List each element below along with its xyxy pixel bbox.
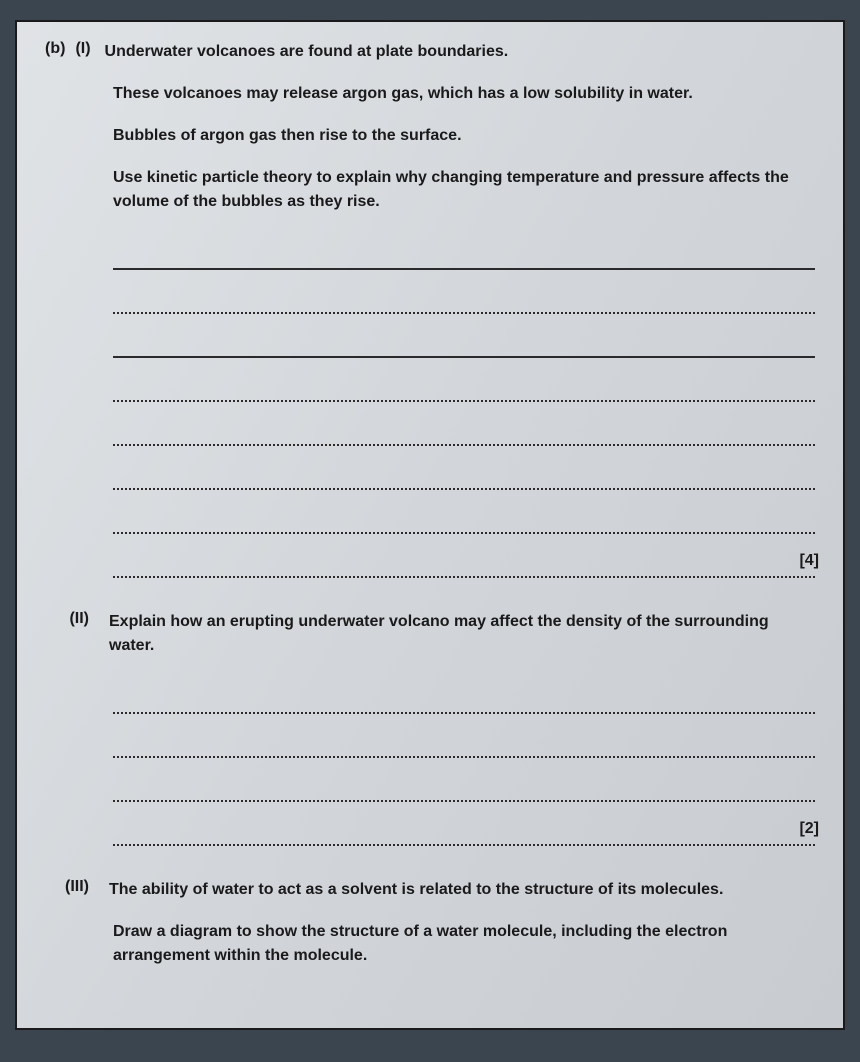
part-header-row: (b) (I) Underwater volcanoes are found a… bbox=[45, 40, 815, 64]
subpart-i-label: (I) bbox=[75, 40, 90, 58]
answer-line bbox=[113, 326, 815, 358]
exam-page: (b) (I) Underwater volcanoes are found a… bbox=[15, 20, 845, 1030]
question-b-ii: (II) Explain how an erupting underwater … bbox=[45, 610, 815, 846]
answer-line-with-marks: [4] bbox=[113, 546, 815, 578]
question-bi-line2: These volcanoes may release argon gas, w… bbox=[113, 82, 815, 106]
question-bii-text: Explain how an erupting underwater volca… bbox=[109, 610, 815, 658]
question-bi-line3: Bubbles of argon gas then rise to the su… bbox=[113, 124, 815, 148]
answer-line bbox=[113, 238, 815, 270]
question-bi-line1: Underwater volcanoes are found at plate … bbox=[105, 40, 815, 64]
question-biii-line1: The ability of water to act as a solvent… bbox=[109, 878, 815, 902]
question-b-iii: (III) The ability of water to act as a s… bbox=[45, 878, 815, 968]
subpart-iii-row: (III) The ability of water to act as a s… bbox=[45, 878, 815, 902]
marks-bii: [2] bbox=[799, 820, 819, 838]
part-b-label: (b) bbox=[45, 40, 65, 58]
answer-line bbox=[113, 458, 815, 490]
answer-line bbox=[113, 414, 815, 446]
answer-line bbox=[113, 282, 815, 314]
question-b-i: (b) (I) Underwater volcanoes are found a… bbox=[45, 40, 815, 578]
question-bi-line4: Use kinetic particle theory to explain w… bbox=[113, 166, 815, 214]
subpart-ii-row: (II) Explain how an erupting underwater … bbox=[45, 610, 815, 658]
answer-line-with-marks: [2] bbox=[113, 814, 815, 846]
answer-area-bii: [2] bbox=[113, 682, 815, 846]
answer-line bbox=[113, 502, 815, 534]
subpart-iii-label: (III) bbox=[45, 878, 89, 896]
question-biii-line2: Draw a diagram to show the structure of … bbox=[113, 920, 815, 968]
answer-line bbox=[113, 726, 815, 758]
marks-bi: [4] bbox=[799, 552, 819, 570]
answer-line bbox=[113, 370, 815, 402]
answer-area-bi: [4] bbox=[113, 238, 815, 578]
answer-line bbox=[113, 682, 815, 714]
answer-line bbox=[113, 770, 815, 802]
subpart-ii-label: (II) bbox=[45, 610, 89, 628]
